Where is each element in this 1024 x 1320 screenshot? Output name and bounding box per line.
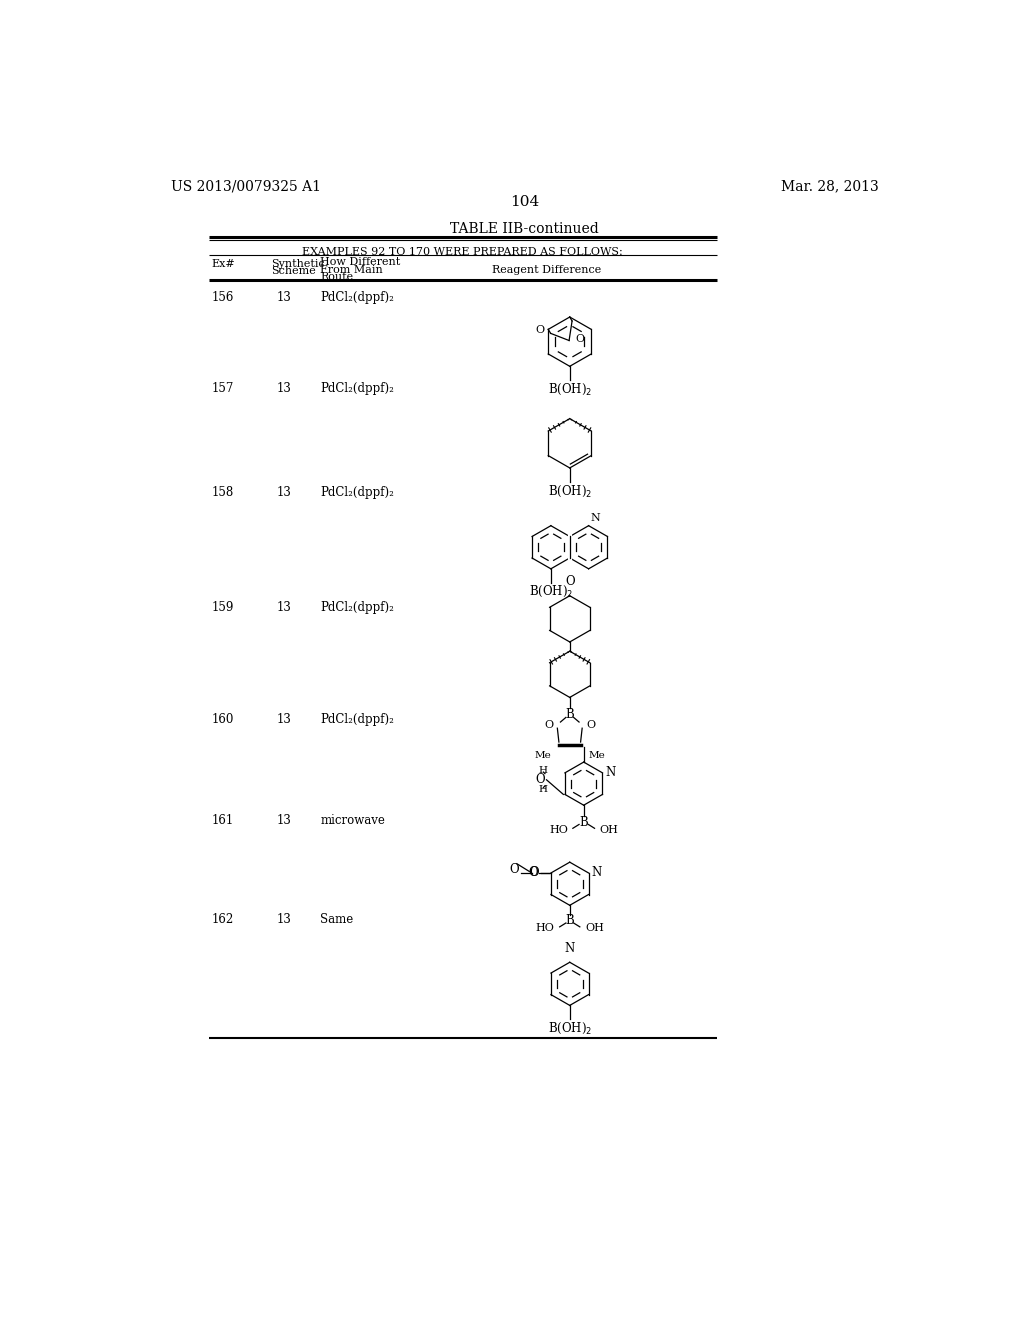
Text: 162: 162 xyxy=(212,913,233,927)
Text: OH: OH xyxy=(586,924,604,933)
Text: HO: HO xyxy=(549,825,568,834)
Text: 13: 13 xyxy=(276,290,292,304)
Text: HO: HO xyxy=(536,924,554,933)
Text: Me: Me xyxy=(535,751,551,760)
Text: TABLE IIB-continued: TABLE IIB-continued xyxy=(451,222,599,236)
Text: O: O xyxy=(575,334,585,345)
Text: N: N xyxy=(605,767,615,779)
Text: O: O xyxy=(529,866,539,879)
Text: Route: Route xyxy=(321,272,353,282)
Text: 158: 158 xyxy=(212,486,233,499)
Text: 13: 13 xyxy=(276,814,292,828)
Text: PdCl₂(dppf)₂: PdCl₂(dppf)₂ xyxy=(321,486,394,499)
Text: O: O xyxy=(565,576,574,589)
Text: Ex#: Ex# xyxy=(212,259,236,268)
Text: 13: 13 xyxy=(276,713,292,726)
Text: Reagent Difference: Reagent Difference xyxy=(493,264,601,275)
Text: O: O xyxy=(536,325,545,335)
Text: 13: 13 xyxy=(276,913,292,927)
Text: O: O xyxy=(545,721,554,730)
Text: Scheme: Scheme xyxy=(271,267,316,276)
Text: OH: OH xyxy=(599,825,618,834)
Text: From Main: From Main xyxy=(321,264,383,275)
Text: B: B xyxy=(565,915,574,927)
Text: O: O xyxy=(586,721,595,730)
Text: PdCl₂(dppf)₂: PdCl₂(dppf)₂ xyxy=(321,290,394,304)
Text: N: N xyxy=(590,512,600,523)
Text: 13: 13 xyxy=(276,486,292,499)
Text: 157: 157 xyxy=(212,381,234,395)
Text: 104: 104 xyxy=(510,195,540,210)
Text: Mar. 28, 2013: Mar. 28, 2013 xyxy=(781,180,879,193)
Text: H: H xyxy=(539,784,548,793)
Text: B(OH)$_2$: B(OH)$_2$ xyxy=(528,585,573,599)
Text: N: N xyxy=(592,866,602,879)
Text: 156: 156 xyxy=(212,290,234,304)
Text: How Different: How Different xyxy=(321,257,400,267)
Text: Same: Same xyxy=(321,913,353,927)
Text: Me: Me xyxy=(589,751,605,760)
Text: 159: 159 xyxy=(212,601,234,614)
Text: B: B xyxy=(580,816,588,829)
Text: 13: 13 xyxy=(276,601,292,614)
Text: B: B xyxy=(565,708,574,721)
Text: PdCl₂(dppf)₂: PdCl₂(dppf)₂ xyxy=(321,713,394,726)
Text: PdCl₂(dppf)₂: PdCl₂(dppf)₂ xyxy=(321,601,394,614)
Text: EXAMPLES 92 TO 170 WERE PREPARED AS FOLLOWS:: EXAMPLES 92 TO 170 WERE PREPARED AS FOLL… xyxy=(302,247,624,257)
Text: 160: 160 xyxy=(212,713,234,726)
Text: B(OH)$_2$: B(OH)$_2$ xyxy=(548,381,592,397)
Text: B(OH)$_2$: B(OH)$_2$ xyxy=(548,1020,592,1036)
Text: H: H xyxy=(539,766,548,775)
Text: 161: 161 xyxy=(212,814,233,828)
Text: N: N xyxy=(564,941,574,954)
Text: Synthetic: Synthetic xyxy=(271,259,326,268)
Text: O: O xyxy=(528,866,538,879)
Text: PdCl₂(dppf)₂: PdCl₂(dppf)₂ xyxy=(321,381,394,395)
Text: US 2013/0079325 A1: US 2013/0079325 A1 xyxy=(171,180,321,193)
Text: B(OH)$_2$: B(OH)$_2$ xyxy=(548,483,592,499)
Text: microwave: microwave xyxy=(321,814,385,828)
Text: O: O xyxy=(536,774,545,787)
Text: O: O xyxy=(510,863,519,876)
Text: 13: 13 xyxy=(276,381,292,395)
